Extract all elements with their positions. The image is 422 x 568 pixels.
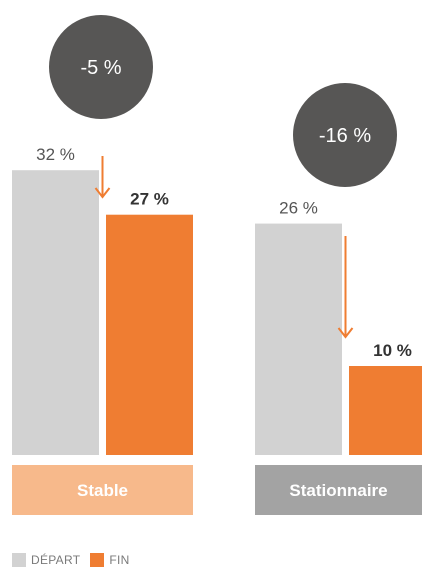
bar-fin-stationnaire [349, 366, 422, 455]
category-box-stationnaire [255, 465, 422, 515]
legend-label-depart: DÉPART [31, 553, 81, 567]
arrow-head-stationnaire [337, 327, 354, 339]
legend: DÉPART FIN const data = JSON.parse(docum… [12, 553, 134, 567]
label-depart-stationnaire: 26 % [279, 199, 318, 218]
legend-label-fin: FIN [109, 553, 130, 567]
category-label-stable: Stable [77, 481, 128, 500]
label-depart-stable: 32 % [36, 145, 75, 164]
category-label-stationnaire: Stationnaire [289, 481, 387, 500]
change-label-stationnaire: -16 % [319, 125, 371, 147]
arrow-head-stable [94, 187, 111, 199]
label-fin-stable: 27 % [130, 190, 169, 209]
category-box-stable [12, 465, 193, 515]
legend-item-depart: DÉPART [12, 553, 80, 567]
change-label-stable: -5 % [80, 57, 121, 79]
legend-item-fin: FIN [90, 553, 129, 567]
bar-depart-stationnaire [255, 223, 342, 455]
bar-depart-stable [12, 170, 99, 455]
change-bubble-stationnaire [293, 83, 397, 187]
bar-fin-stable [106, 214, 193, 455]
change-bubble-stable [49, 15, 153, 119]
legend-swatch-fin [90, 553, 105, 567]
label-fin-stationnaire: 10 % [373, 341, 412, 360]
legend-swatch-depart [12, 553, 26, 567]
